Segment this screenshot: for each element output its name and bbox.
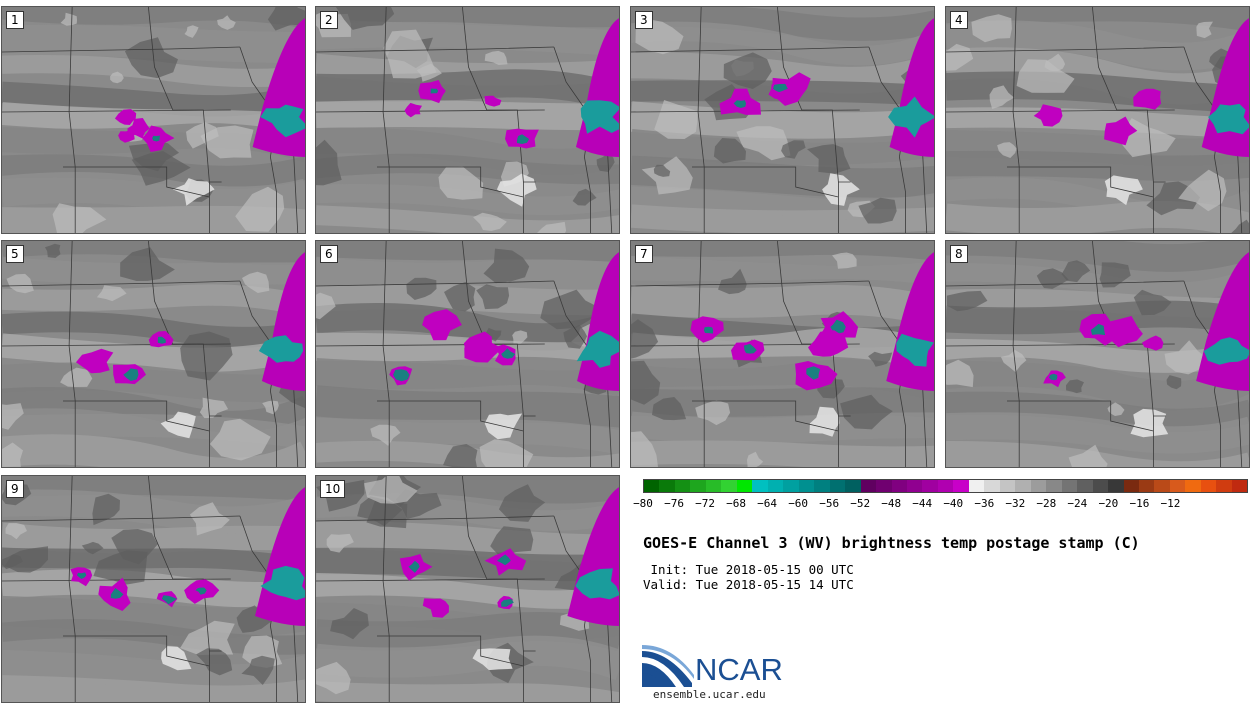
panel-7: 7 bbox=[630, 240, 935, 468]
colorbar-tick-label: −16 bbox=[1129, 497, 1150, 510]
colorbar-tick-label: −48 bbox=[881, 497, 902, 510]
colorbar-segment bbox=[674, 480, 691, 492]
colorbar-segment bbox=[922, 480, 938, 492]
colorbar-segment bbox=[876, 480, 892, 492]
colorbar-tick-label: −40 bbox=[943, 497, 964, 510]
colorbar-segment bbox=[798, 480, 815, 492]
colorbar-segment bbox=[1216, 480, 1232, 492]
colorbar-ticks: −80 −76 −72 −68 −64 −60 −56 −52 −48 −44 −40 −36 −32−… bbox=[633, 497, 1248, 517]
colorbar-segment bbox=[752, 480, 768, 492]
colorbar-tick-label: −28 bbox=[1036, 497, 1057, 510]
colorbar-segment bbox=[1123, 480, 1139, 492]
colorbar-segment bbox=[1092, 480, 1109, 492]
panel-number-label: 6 bbox=[320, 245, 338, 263]
init-time: Init: Tue 2018-05-15 00 UTC bbox=[643, 562, 854, 577]
colorbar-segment bbox=[829, 480, 846, 492]
colorbar-tick-label: −20 bbox=[1098, 497, 1119, 510]
colorbar-segment bbox=[1200, 480, 1217, 492]
panel-number-label: 10 bbox=[320, 480, 346, 498]
colorbar-tick-label: −76 bbox=[664, 497, 684, 510]
colorbar-segment bbox=[705, 480, 722, 492]
panel-2: 2 bbox=[315, 6, 620, 234]
panel-10: 10 bbox=[315, 475, 620, 703]
panel-number-label: 8 bbox=[950, 245, 968, 263]
panel-number-label: 5 bbox=[6, 245, 24, 263]
colorbar-tick-label: −56 bbox=[819, 497, 840, 510]
colorbar-segment bbox=[1077, 480, 1093, 492]
colorbar-segment bbox=[860, 480, 877, 492]
colorbar-segment bbox=[783, 480, 799, 492]
colorbar-tick-label: −24 bbox=[1067, 497, 1088, 510]
colorbar-segment bbox=[1169, 480, 1186, 492]
colorbar-segment bbox=[845, 480, 861, 492]
ncar-logo-text: NCAR bbox=[695, 652, 783, 687]
colorbar-segment bbox=[736, 480, 753, 492]
colorbar-tick-label: −44 bbox=[912, 497, 933, 510]
colorbar-tick-label: −80 bbox=[633, 497, 653, 510]
colorbar-segment bbox=[891, 480, 907, 492]
colorbar-tick-label: −60 bbox=[788, 497, 809, 510]
colorbar-segment bbox=[1108, 480, 1124, 492]
colorbar-tick-label: −64 bbox=[757, 497, 778, 510]
colorbar-segment bbox=[984, 480, 1000, 492]
colorbar-segment bbox=[1231, 480, 1248, 492]
panel-9: 9 bbox=[1, 475, 306, 703]
colorbar-segment bbox=[767, 480, 784, 492]
panel-5: 5 bbox=[1, 240, 306, 468]
colorbar-segment bbox=[953, 480, 969, 492]
logo-url: ensemble.ucar.edu bbox=[653, 688, 766, 701]
panel-number-label: 1 bbox=[6, 11, 24, 29]
panel-6: 6 bbox=[315, 240, 620, 468]
colorbar-segment bbox=[1139, 480, 1155, 492]
colorbar-tick-label: −52 bbox=[850, 497, 871, 510]
panel-number-label: 9 bbox=[6, 480, 24, 498]
colorbar-tick-label: −68 bbox=[726, 497, 746, 510]
colorbar bbox=[643, 479, 1248, 493]
colorbar-segment bbox=[690, 480, 706, 492]
panel-8: 8 bbox=[945, 240, 1250, 468]
colorbar-segment bbox=[721, 480, 737, 492]
colorbar-segment bbox=[814, 480, 830, 492]
colorbar-tick-label: −12 bbox=[1160, 497, 1181, 510]
colorbar-segment bbox=[1046, 480, 1062, 492]
ncar-logo-icon bbox=[642, 645, 694, 687]
valid-time: Valid: Tue 2018-05-15 14 UTC bbox=[643, 577, 854, 592]
colorbar-segment bbox=[659, 480, 675, 492]
panel-number-label: 2 bbox=[320, 11, 338, 29]
colorbar-segment bbox=[968, 480, 985, 492]
panel-3: 3 bbox=[630, 6, 935, 234]
chart-title: GOES-E Channel 3 (WV) brightness temp po… bbox=[643, 534, 1140, 552]
colorbar-tick-label: −72 bbox=[695, 497, 715, 510]
colorbar-segment bbox=[999, 480, 1016, 492]
panel-number-label: 3 bbox=[635, 11, 653, 29]
panel-number-label: 4 bbox=[950, 11, 968, 29]
panel-number-label: 7 bbox=[635, 245, 653, 263]
colorbar-segment bbox=[1154, 480, 1170, 492]
colorbar-tick-label: −36 bbox=[974, 497, 995, 510]
panel-4: 4 bbox=[945, 6, 1250, 234]
colorbar-segment bbox=[644, 480, 660, 492]
colorbar-segment bbox=[1030, 480, 1047, 492]
colorbar-segment bbox=[937, 480, 954, 492]
panel-1: 1 bbox=[1, 6, 306, 234]
colorbar-segment bbox=[1185, 480, 1201, 492]
colorbar-segment bbox=[1015, 480, 1031, 492]
colorbar-segment bbox=[906, 480, 923, 492]
colorbar-segment bbox=[1061, 480, 1078, 492]
colorbar-tick-label: −32 bbox=[1005, 497, 1026, 510]
